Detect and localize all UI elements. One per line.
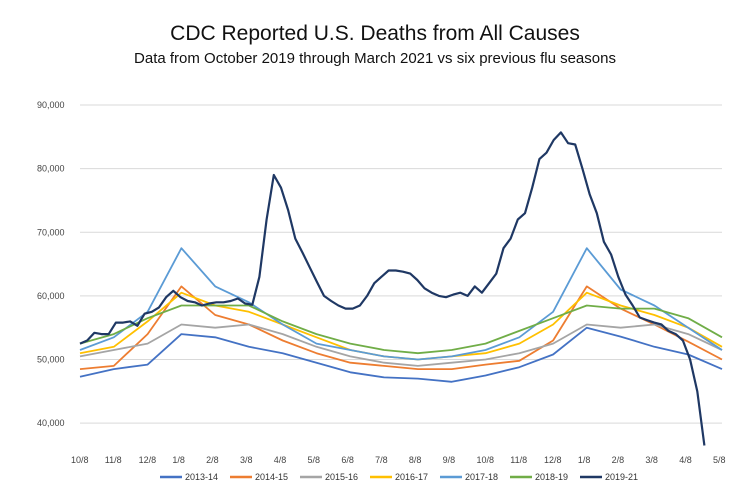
x-tick-label: 5/8	[308, 455, 321, 465]
y-tick-label: 60,000	[37, 291, 65, 301]
legend-label: 2014-15	[255, 472, 288, 482]
legend: 2013-14 2014-15 2015-16 2016-17 2017-18 2018-…	[160, 472, 638, 482]
series-line-2015-16	[79, 323, 723, 367]
y-tick-label: 80,000	[37, 164, 65, 174]
x-tick-label: 8/8	[409, 455, 422, 465]
y-tick-label: 40,000	[37, 418, 65, 428]
legend-label: 2015-16	[325, 472, 358, 482]
x-tick-label: 1/8	[172, 455, 185, 465]
y-axis-ticks: 40,000 50,000 60,000 70,000 80,000 90,000	[37, 100, 65, 428]
series-line-2013-14	[79, 326, 723, 383]
x-tick-label: 3/8	[645, 455, 658, 465]
x-tick-label: 6/8	[341, 455, 354, 465]
legend-label: 2013-14	[185, 472, 218, 482]
series-line-2017-18	[79, 247, 723, 361]
x-tick-label: 1/8	[578, 455, 591, 465]
chart-title: CDC Reported U.S. Deaths from All Causes	[170, 22, 580, 45]
x-tick-label: 4/8	[274, 455, 287, 465]
legend-label: 2018-19	[535, 472, 568, 482]
x-tick-label: 10/8	[71, 455, 89, 465]
series-line-2014-15	[79, 285, 723, 371]
series-line-2016-17	[79, 291, 723, 361]
chart-subtitle: Data from October 2019 through March 202…	[134, 50, 616, 67]
legend-label: 2019-21	[605, 472, 638, 482]
x-tick-label: 3/8	[240, 455, 253, 465]
x-tick-label: 4/8	[679, 455, 692, 465]
x-tick-label: 5/8	[713, 455, 726, 465]
x-tick-label: 9/8	[443, 455, 456, 465]
y-tick-label: 70,000	[37, 227, 65, 237]
x-tick-label: 12/8	[139, 455, 157, 465]
series-lines	[79, 131, 723, 446]
grid-lines	[80, 104, 722, 424]
x-tick-label: 11/8	[510, 455, 527, 465]
legend-label: 2016-17	[395, 472, 428, 482]
x-tick-label: 2/8	[206, 455, 219, 465]
x-tick-label: 12/8	[544, 455, 562, 465]
x-tick-label: 11/8	[105, 455, 122, 465]
legend-label: 2017-18	[465, 472, 498, 482]
x-tick-label: 7/8	[375, 455, 388, 465]
x-tick-label: 2/8	[612, 455, 625, 465]
series-line-2019-21	[79, 131, 706, 446]
x-axis-ticks: 10/8 11/8 12/8 1/8 2/8 3/8 4/8 5/8 6/8 7/8 8/8 9/8 1…	[71, 455, 726, 465]
y-tick-label: 50,000	[37, 355, 65, 365]
y-tick-label: 90,000	[37, 100, 65, 110]
x-tick-label: 10/8	[476, 455, 494, 465]
series-line-2018-19	[79, 304, 723, 355]
